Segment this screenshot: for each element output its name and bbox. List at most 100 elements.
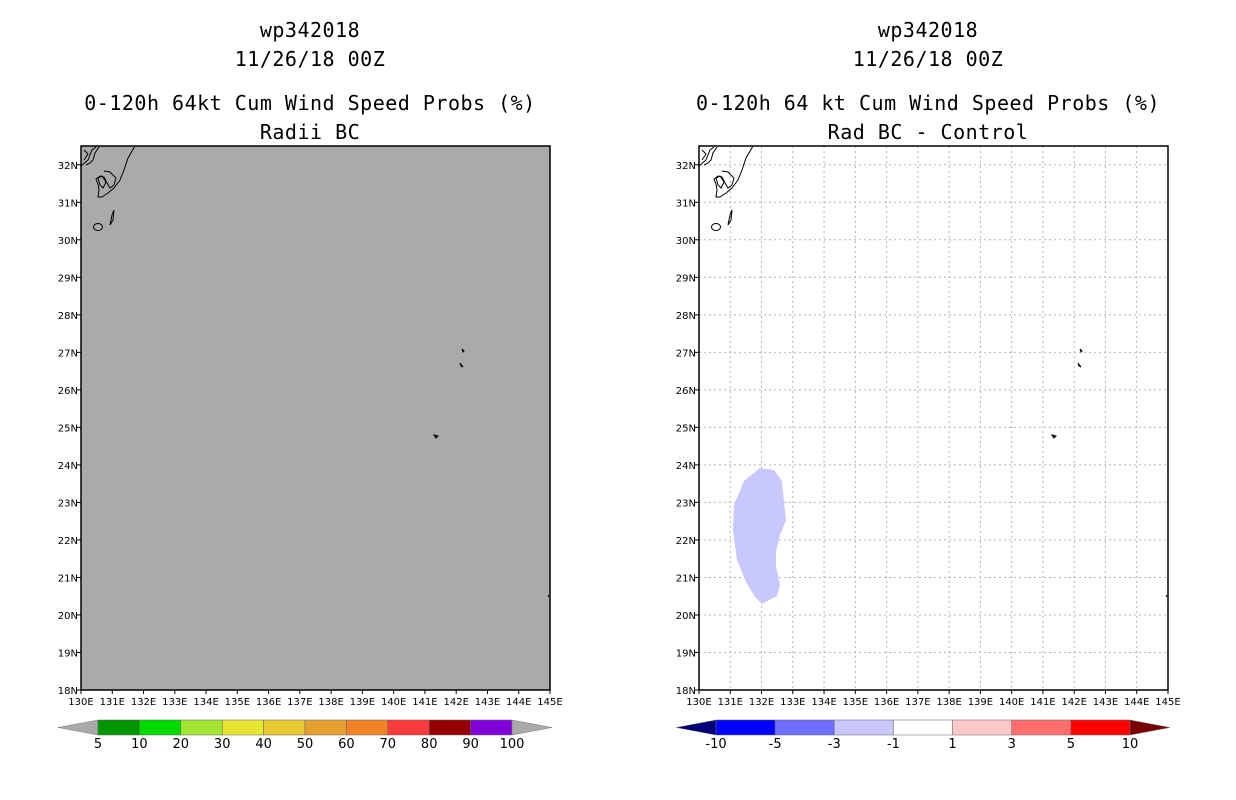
colorbar-label: 10 [1122, 737, 1139, 752]
colorbar-label: -5 [769, 737, 782, 752]
colorbar-segment [470, 719, 513, 736]
lon-label: 142E [443, 697, 468, 708]
lat-label: 25N [58, 423, 78, 434]
lat-label: 26N [58, 386, 78, 397]
lon-label: 134E [811, 697, 836, 708]
colorbar-segment [263, 719, 306, 736]
lon-label: 143E [475, 697, 500, 708]
colorbar-label: 70 [380, 737, 397, 752]
colorbar-segment [893, 719, 953, 736]
colorbar-segment [834, 719, 894, 736]
right-map: 32N 31N 30N 29N 28N 27N 26N 25N 24N 23N 22N 21N 20N 1… [676, 145, 1181, 708]
island [711, 223, 721, 231]
colorbar-label: 5 [1067, 737, 1075, 752]
lon-label: 144E [1124, 697, 1149, 708]
lon-label: 144E [506, 697, 531, 708]
island [432, 434, 439, 439]
lat-label: 29N [676, 273, 696, 284]
lat-label: 30N [676, 236, 696, 247]
colorbar-segment [715, 719, 776, 736]
lat-label: 26N [676, 386, 696, 397]
lat-label: 22N [676, 536, 696, 547]
lon-label: 132E [749, 697, 774, 708]
colorbar-label: 5 [94, 737, 102, 752]
right-map-background [699, 146, 1168, 690]
colorbar-segment [180, 719, 223, 736]
left-storm-id: wp342018 [259, 18, 361, 42]
lat-label: 23N [676, 498, 696, 509]
right-subtitle: Rad BC - Control [827, 120, 1029, 144]
lon-label: 135E [843, 697, 868, 708]
island [93, 223, 103, 231]
colorbar-label: -1 [887, 737, 900, 752]
colorbar-segment [387, 719, 430, 736]
left-map-frame [80, 145, 551, 691]
colorbar-high-triangle [1129, 719, 1171, 736]
coastline-segment [698, 146, 718, 167]
lon-label: 142E [1061, 697, 1086, 708]
island [1079, 348, 1083, 353]
lat-label: 32N [58, 161, 78, 172]
lat-label: 24N [676, 461, 696, 472]
colorbar-label: 30 [214, 737, 231, 752]
colorbar-segment [346, 719, 389, 736]
lat-label: 22N [58, 536, 78, 547]
colorbar-segment [304, 719, 347, 736]
lon-label: 141E [412, 697, 437, 708]
colorbar-low-triangle [57, 719, 99, 736]
left-product-title: 0-120h 64kt Cum Wind Speed Probs (%) [84, 91, 536, 115]
lon-label: 133E [162, 697, 187, 708]
colorbar-label: -10 [705, 737, 726, 752]
colorbar-segment [97, 719, 140, 736]
lat-label: 31N [676, 198, 696, 209]
lon-label: 133E [780, 697, 805, 708]
lat-label: 19N [58, 648, 78, 659]
coastline-segment [715, 175, 725, 189]
left-lon-labels: 130E 131E 132E 133E 134E 135E 136E 137E 138E 139E… [68, 697, 562, 708]
island [459, 362, 464, 368]
lat-label: 29N [58, 273, 78, 284]
right-gridlines [699, 146, 1168, 691]
lon-label: 136E [874, 697, 899, 708]
right-colorbar: -10 -5 -3 -1 1 3 5 10 [675, 719, 1171, 752]
left-subtitle: Radii BC [259, 120, 361, 144]
colorbar-label: 90 [462, 737, 479, 752]
lon-label: 145E [537, 697, 562, 708]
right-lon-labels: 130E 131E 132E 133E 134E 135E 136E 137E 138E 139E… [686, 697, 1180, 708]
lat-label: 24N [58, 461, 78, 472]
lat-label: 27N [58, 348, 78, 359]
left-datetime: 11/26/18 00Z [234, 47, 386, 71]
left-probability-field [81, 146, 550, 690]
right-storm-id: wp342018 [877, 18, 979, 42]
colorbar-low-triangle [675, 719, 717, 736]
coastline-segment [97, 175, 107, 189]
island [1077, 362, 1082, 368]
lat-label: 28N [58, 311, 78, 322]
colorbar-segment [221, 719, 264, 736]
colorbar-label: 40 [255, 737, 272, 752]
lat-label: 21N [58, 573, 78, 584]
lat-label: 23N [58, 498, 78, 509]
colorbar-high-triangle [511, 719, 553, 736]
lat-label: 21N [676, 573, 696, 584]
lat-label: 28N [676, 311, 696, 322]
lon-label: 145E [1155, 697, 1180, 708]
lon-label: 141E [1030, 697, 1055, 708]
lon-label: 139E [968, 697, 993, 708]
colorbar-label: 20 [173, 737, 190, 752]
lon-label: 137E [905, 697, 930, 708]
colorbar-segment [774, 719, 835, 736]
lon-label: 140E [381, 697, 406, 708]
lon-label: 130E [686, 697, 711, 708]
lon-label: 143E [1093, 697, 1118, 708]
colorbar-segment [1011, 719, 1072, 736]
lat-label: 30N [58, 236, 78, 247]
right-lat-labels: 32N 31N 30N 29N 28N 27N 26N 25N 24N 23N 22N 21N 20N 1… [676, 161, 696, 697]
island [461, 348, 465, 353]
lon-label: 132E [131, 697, 156, 708]
lat-label: 31N [58, 198, 78, 209]
coastline-segment [83, 149, 89, 161]
lon-label: 138E [936, 697, 961, 708]
coastline-segment [95, 145, 136, 198]
